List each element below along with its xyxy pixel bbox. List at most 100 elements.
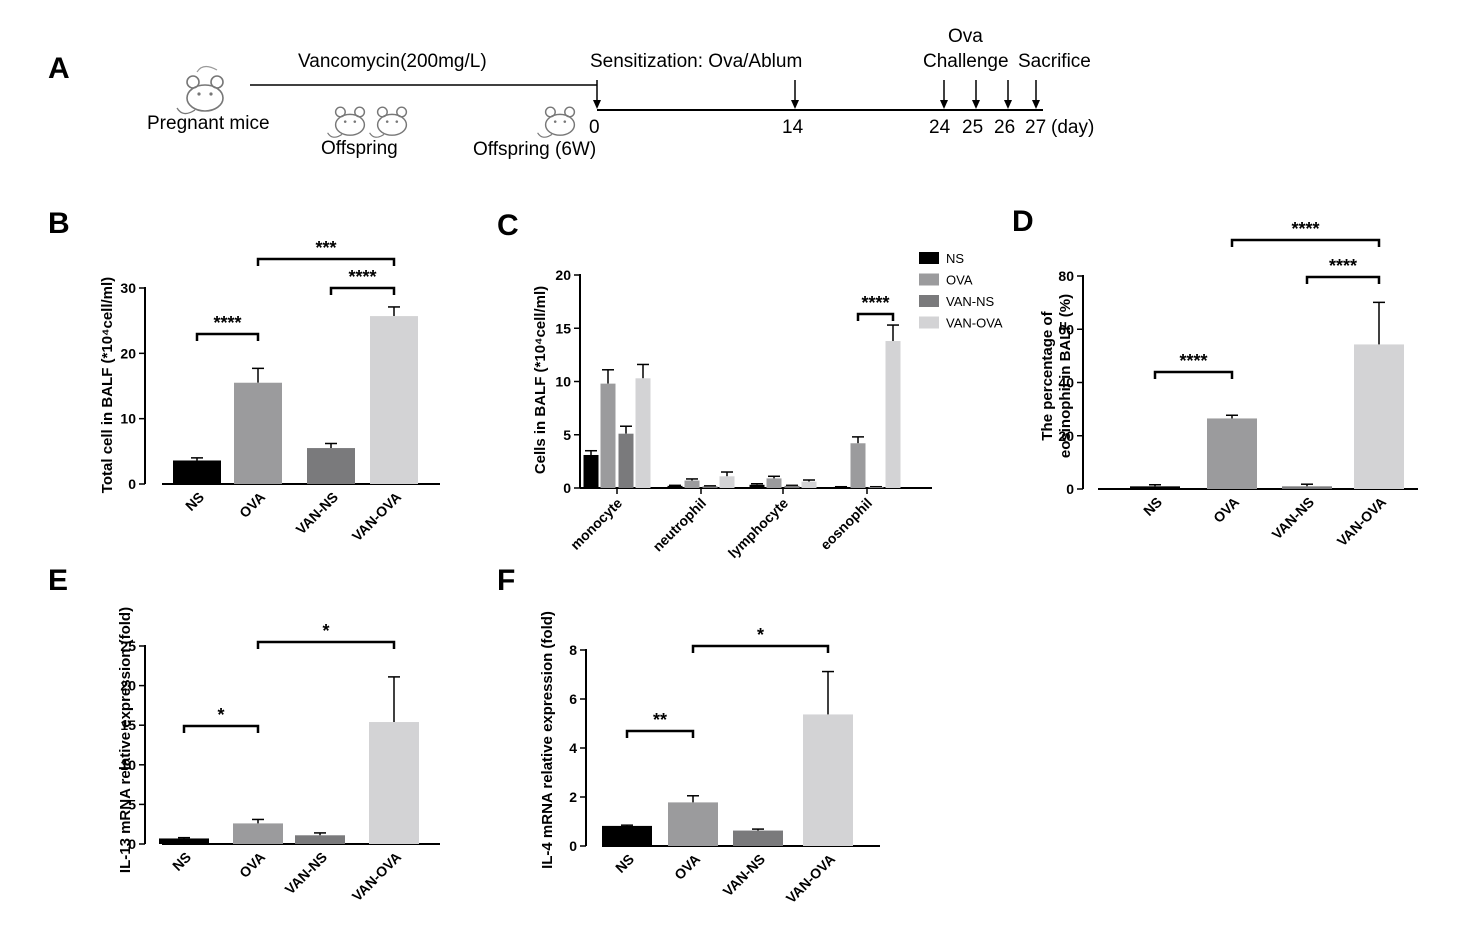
bar xyxy=(295,835,345,844)
bar xyxy=(885,341,901,488)
timeline-arrow-head xyxy=(791,100,799,109)
y-axis-label: IL-13 mRNA relative expression (fold) xyxy=(117,607,134,873)
y-tick-label: 5 xyxy=(563,427,571,443)
x-category-label: VAN-NS xyxy=(282,849,331,898)
timeline-arrow-head xyxy=(1032,100,1040,109)
x-category-label: monocyte xyxy=(567,495,625,553)
y-tick-label: 0 xyxy=(563,480,571,496)
significance-bracket xyxy=(1230,238,1381,247)
bar xyxy=(766,478,782,488)
y-tick-label: 20 xyxy=(120,678,136,694)
legend-label: NS xyxy=(946,251,964,266)
timeline-panel: A xyxy=(48,26,1094,160)
x-category-label: NS xyxy=(182,489,207,514)
y-tick-label: 5 xyxy=(128,796,136,812)
legend-label: OVA xyxy=(946,273,973,288)
significance-label: *** xyxy=(315,238,336,258)
significance-label: * xyxy=(217,705,224,725)
significance-bracket xyxy=(625,729,695,738)
y-axis-label: IL-4 mRNA relative expression (fold) xyxy=(539,611,556,869)
timeline-arrows xyxy=(593,80,1040,109)
day-label: 24 xyxy=(929,117,951,138)
x-category-label: NS xyxy=(1140,494,1165,519)
y-tick-label: 20 xyxy=(1058,428,1074,444)
x-category-label: VAN-OVA xyxy=(1334,494,1389,549)
y-tick-label: 40 xyxy=(1058,375,1074,391)
x-category-label: VAN-NS xyxy=(720,851,769,900)
bar xyxy=(733,830,783,846)
panel-label: F xyxy=(497,564,515,597)
significance-bracket xyxy=(1305,275,1381,284)
significance-bracket xyxy=(691,644,830,653)
bar xyxy=(719,476,735,488)
x-category-label: NS xyxy=(169,849,194,874)
bar xyxy=(635,378,651,488)
y-tick-label: 30 xyxy=(120,280,136,296)
y-tick-label: 10 xyxy=(120,411,136,427)
y-tick-label: 2 xyxy=(569,789,577,805)
significance-label: **** xyxy=(1329,256,1357,276)
day-label: 25 xyxy=(962,117,983,138)
mouse-icon xyxy=(369,106,408,138)
y-tick-label: 8 xyxy=(569,642,577,658)
y-tick-label: 15 xyxy=(120,717,136,733)
x-category-label: OVA xyxy=(671,851,703,883)
bar xyxy=(668,802,718,846)
x-category-label: neutrophil xyxy=(649,495,709,555)
y-tick-label: 20 xyxy=(120,345,136,361)
y-tick-label: 0 xyxy=(569,838,577,854)
significance-bracket xyxy=(182,724,260,733)
bar xyxy=(1354,344,1404,489)
significance-label: **** xyxy=(1179,351,1207,371)
significance-bracket xyxy=(256,257,396,266)
y-tick-label: 10 xyxy=(120,757,136,773)
bar xyxy=(1207,418,1257,489)
significance-bracket xyxy=(856,312,895,321)
vancomycin-label: Vancomycin(200mg/L) xyxy=(298,51,487,72)
x-category-label: NS xyxy=(612,851,637,876)
timeline-arrow-head xyxy=(593,100,601,109)
x-category-label: OVA xyxy=(1210,494,1242,526)
significance-label: * xyxy=(322,621,329,641)
bar xyxy=(801,481,817,488)
x-category-label: VAN-OVA xyxy=(349,849,404,904)
legend-label: VAN-NS xyxy=(946,294,994,309)
bar xyxy=(1282,486,1332,489)
day-unit-label: (day) xyxy=(1051,117,1094,138)
bar xyxy=(803,714,853,846)
bar xyxy=(307,448,355,484)
bar xyxy=(684,480,700,488)
x-category-label: VAN-NS xyxy=(293,489,342,538)
offspring-6w-label: Offspring (6W) xyxy=(473,139,596,160)
significance-bracket xyxy=(1153,370,1234,379)
y-tick-label: 0 xyxy=(128,836,136,852)
mouse-icon xyxy=(537,106,576,138)
significance-bracket xyxy=(256,640,396,649)
bar xyxy=(850,443,866,488)
x-category-label: eosnophil xyxy=(817,495,875,553)
significance-label: * xyxy=(757,625,764,645)
significance-label: **** xyxy=(861,293,889,313)
x-category-label: VAN-NS xyxy=(1269,494,1318,543)
bar xyxy=(370,316,418,484)
significance-label: **** xyxy=(213,313,241,333)
ova-label: Ova xyxy=(948,26,983,47)
bar xyxy=(667,485,683,488)
y-tick-label: 4 xyxy=(569,740,577,756)
pregnant-mice-label: Pregnant mice xyxy=(147,113,270,134)
y-tick-label: 6 xyxy=(569,691,577,707)
challenge-label: Challenge xyxy=(923,51,1009,72)
chart-panel-d: D 0 20 40 60 80 NS OVA VAN-NS VAN-OVA **** **** ****… xyxy=(1012,205,1418,549)
bar xyxy=(159,838,209,844)
legend-swatch xyxy=(919,295,939,307)
legend-label: VAN-OVA xyxy=(946,316,1003,331)
chart-panel-e: E 0 5 10 15 20 25 NS OVA VAN-NS VAN-OVA * * IL-13 mRN… xyxy=(48,564,440,904)
legend-swatch xyxy=(919,273,939,286)
bar xyxy=(868,486,884,488)
bar xyxy=(583,454,599,488)
significance-label: **** xyxy=(348,267,376,287)
timeline-arrow-head xyxy=(940,100,948,109)
